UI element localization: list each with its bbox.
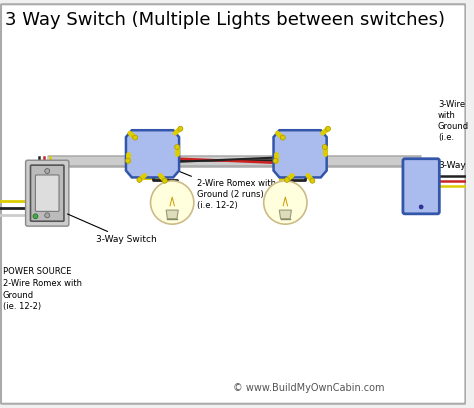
Circle shape — [133, 135, 137, 140]
Circle shape — [326, 126, 330, 131]
Polygon shape — [279, 210, 292, 219]
Circle shape — [163, 178, 167, 183]
Circle shape — [310, 178, 315, 183]
FancyBboxPatch shape — [403, 159, 439, 214]
Circle shape — [322, 144, 327, 149]
Circle shape — [126, 158, 130, 163]
Polygon shape — [166, 210, 178, 219]
FancyBboxPatch shape — [36, 175, 59, 211]
Circle shape — [137, 177, 142, 182]
Circle shape — [45, 169, 50, 173]
Text: 3-Way: 3-Way — [438, 161, 465, 170]
FancyBboxPatch shape — [30, 165, 64, 221]
Text: 3-Way Switch: 3-Way Switch — [67, 214, 157, 244]
Text: 3 Way Switch (Multiple Lights between switches): 3 Way Switch (Multiple Lights between sw… — [5, 11, 445, 29]
Text: POWER SOURCE
2-Wire Romex with
Ground
(ie. 12-2): POWER SOURCE 2-Wire Romex with Ground (i… — [3, 267, 82, 311]
Polygon shape — [273, 130, 327, 177]
Polygon shape — [126, 130, 179, 177]
Circle shape — [273, 158, 278, 163]
FancyBboxPatch shape — [1, 4, 465, 404]
Circle shape — [280, 135, 285, 140]
Text: 2-Wire Romex with
Ground (2 runs)
(i.e. 12-2): 2-Wire Romex with Ground (2 runs) (i.e. … — [175, 170, 276, 210]
Circle shape — [178, 126, 183, 131]
Circle shape — [419, 205, 423, 209]
FancyBboxPatch shape — [26, 160, 69, 226]
Circle shape — [284, 177, 290, 182]
Circle shape — [45, 213, 50, 218]
Circle shape — [33, 214, 38, 219]
Text: © www.BuildMyOwnCabin.com: © www.BuildMyOwnCabin.com — [233, 383, 385, 393]
Circle shape — [151, 181, 194, 224]
Circle shape — [264, 181, 307, 224]
Circle shape — [174, 144, 180, 149]
Text: 3-Wire
with
Ground
(i.e.: 3-Wire with Ground (i.e. — [438, 100, 469, 142]
